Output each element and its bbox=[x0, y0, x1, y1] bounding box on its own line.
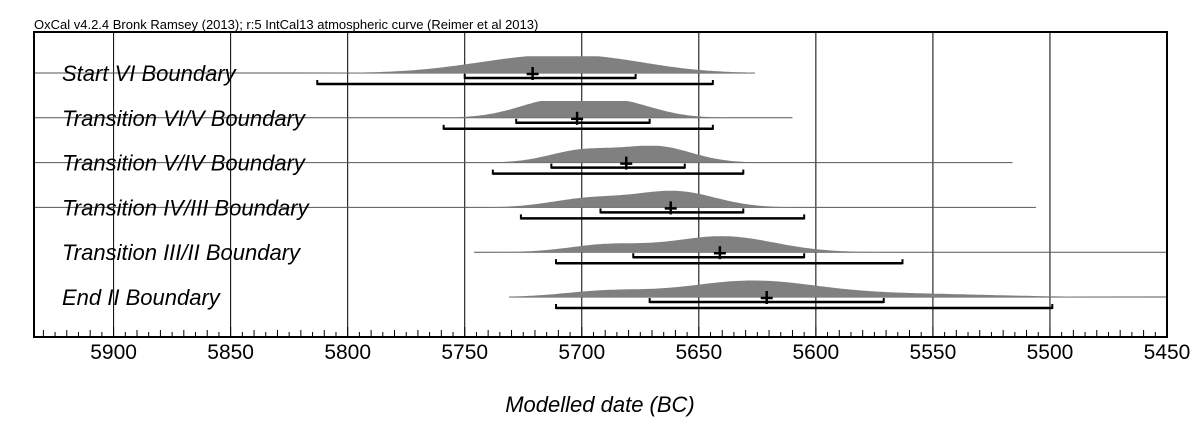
x-axis-label: Modelled date (BC) bbox=[505, 392, 695, 417]
tick-label: 5650 bbox=[675, 341, 722, 364]
axis-ticks bbox=[42, 327, 1168, 337]
probability-distribution bbox=[34, 56, 755, 73]
series-label: End II Boundary bbox=[62, 285, 222, 310]
plot-frame bbox=[33, 31, 1168, 338]
tick-label: 5850 bbox=[207, 341, 254, 364]
ranges bbox=[316, 67, 1054, 310]
probability-distribution bbox=[34, 101, 793, 118]
distributions bbox=[34, 56, 1168, 297]
tick-label: 5600 bbox=[793, 341, 840, 364]
tick-label: 5550 bbox=[910, 341, 957, 364]
tick-label: 5450 bbox=[1144, 341, 1191, 364]
software-citation: OxCal v4.2.4 Bronk Ramsey (2013); r:5 In… bbox=[34, 17, 539, 32]
tick-label: 5500 bbox=[1027, 341, 1074, 364]
tick-label: 5900 bbox=[90, 341, 137, 364]
series-labels: Start VI Boundary Transition VI/V Boundar… bbox=[62, 61, 311, 310]
series-label: Start VI Boundary bbox=[62, 61, 238, 86]
probability-distribution bbox=[509, 280, 1167, 297]
series-label: Transition V/IV Boundary bbox=[62, 151, 307, 176]
series-label: Transition III/II Boundary bbox=[62, 240, 302, 265]
series-label: Transition VI/V Boundary bbox=[62, 106, 307, 131]
tick-label: 5800 bbox=[324, 341, 371, 364]
series-label: Transition IV/III Boundary bbox=[62, 195, 311, 220]
probability-distribution bbox=[474, 236, 1168, 253]
tick-labels: 5900 5850 5800 5750 5700 5650 5600 5550 5500 5450 bbox=[90, 341, 1190, 364]
tick-label: 5750 bbox=[441, 341, 488, 364]
tick-label: 5700 bbox=[558, 341, 605, 364]
